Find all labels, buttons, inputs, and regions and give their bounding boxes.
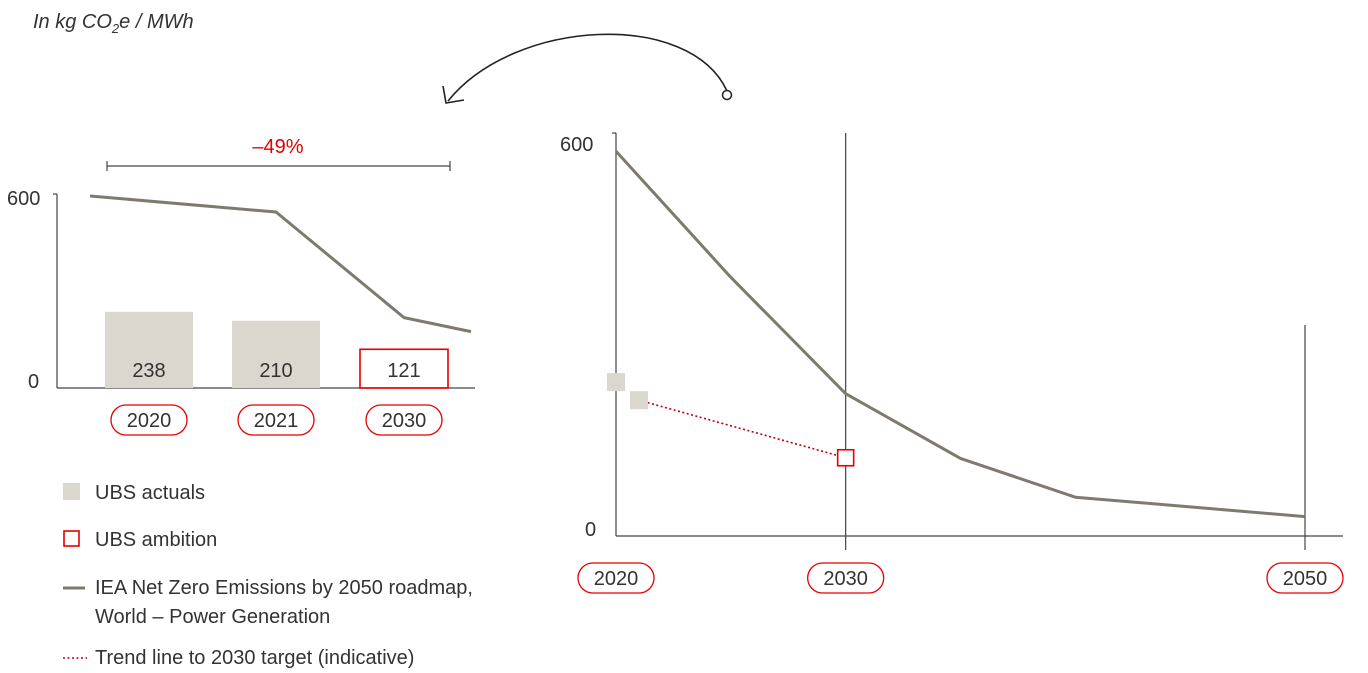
x-tick-label-2030-pill bbox=[365, 404, 443, 436]
ambition-marker-2030 bbox=[836, 448, 855, 467]
data-label-2021: 210 bbox=[259, 360, 292, 382]
legend-label-iea-line2: World – Power Generation bbox=[95, 606, 330, 628]
x-tick-label-right-2020: 2020 bbox=[594, 568, 639, 590]
x-tick-label-2020: 2020 bbox=[127, 410, 172, 432]
right-chart: 600 0 2020 2030 2050 bbox=[560, 132, 1344, 594]
x-tick-label-2030: 2030 bbox=[382, 410, 427, 432]
unit-label-prefix: In kg CO bbox=[33, 11, 112, 33]
x-tick-label-right-2030-pill bbox=[807, 562, 885, 594]
legend-swatch-actuals bbox=[63, 483, 80, 500]
legend-swatch-ambition bbox=[63, 530, 80, 547]
legend-label-iea-line1: IEA Net Zero Emissions by 2050 roadmap, bbox=[95, 577, 473, 599]
legend-label-actuals: UBS actuals bbox=[95, 482, 205, 504]
legend-label-trend: Trend line to 2030 target (indicative) bbox=[95, 647, 414, 669]
trend-line bbox=[638, 399, 846, 459]
legend: UBS actuals UBS ambition IEA Net Zero Emis… bbox=[63, 482, 473, 669]
iea-line-left bbox=[89, 194, 472, 334]
arrow-origin bbox=[721, 89, 733, 101]
data-label-2030: 121 bbox=[387, 360, 420, 382]
unit-label-suffix: e / MWh bbox=[119, 11, 193, 33]
iea-line-right bbox=[614, 150, 1306, 519]
y-tick-label-0-right: 0 bbox=[585, 519, 596, 541]
bar-actual-2020 bbox=[105, 311, 193, 388]
x-tick-label-2021: 2021 bbox=[254, 410, 299, 432]
curved-arrow-icon bbox=[442, 33, 733, 104]
x-tick-label-right-2030: 2030 bbox=[823, 568, 868, 590]
unit-label: In kg CO2e / MWh bbox=[33, 11, 194, 36]
unit-label-subscript: 2 bbox=[111, 21, 120, 36]
actual-marker-2021 bbox=[629, 391, 648, 410]
arrow-head bbox=[442, 85, 465, 104]
x-tick-label-right-2050: 2050 bbox=[1283, 568, 1328, 590]
bar-ambition-2030 bbox=[359, 348, 449, 389]
bar-actual-2021 bbox=[232, 320, 320, 388]
x-tick-label-right-2050-pill bbox=[1266, 562, 1344, 594]
data-label-2020: 238 bbox=[132, 360, 165, 382]
y-tick-label-600: 600 bbox=[7, 188, 40, 210]
arrow-curve bbox=[447, 33, 728, 102]
reduction-annotation: –49% bbox=[252, 136, 303, 158]
x-tick-label-2021-pill bbox=[237, 404, 315, 436]
x-tick-label-right-2020-pill bbox=[577, 562, 655, 594]
y-tick-label-0: 0 bbox=[28, 371, 39, 393]
actual-marker-2020 bbox=[607, 373, 625, 392]
legend-label-ambition: UBS ambition bbox=[95, 529, 217, 551]
x-tick-label-2020-pill bbox=[110, 404, 188, 436]
left-chart: 600 0 –49% 238 210 121 2020 2021 2030 bbox=[7, 136, 475, 436]
y-tick-label-600-right: 600 bbox=[560, 134, 593, 156]
